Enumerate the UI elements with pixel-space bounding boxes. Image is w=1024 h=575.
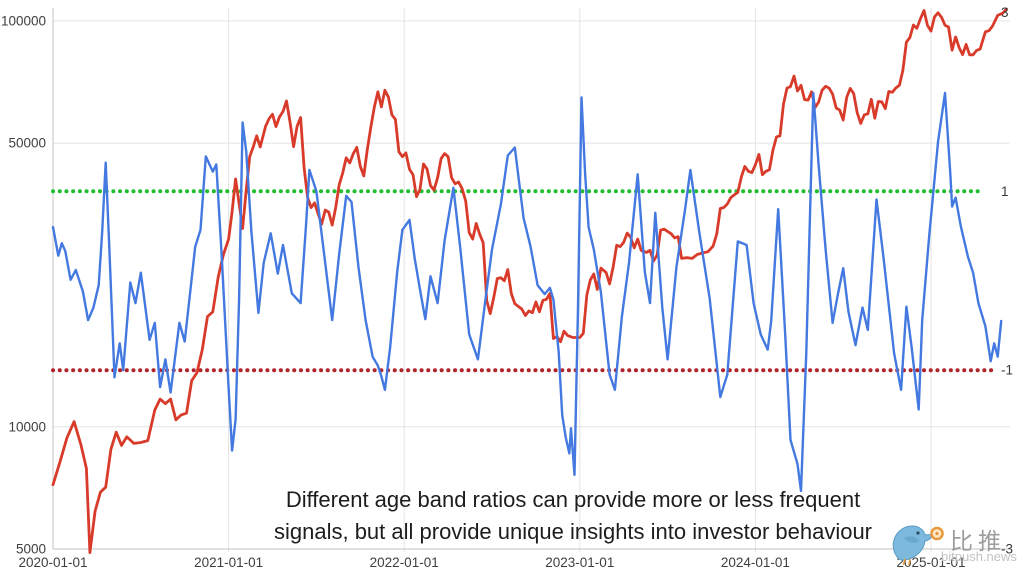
watermark-brand-domain: bitpush.news bbox=[941, 549, 1017, 564]
x-tick-2022: 2022-01-01 bbox=[370, 555, 439, 570]
y-right-tick-neg1: -1 bbox=[1001, 363, 1013, 378]
annotation: Different age band ratios can provide mo… bbox=[274, 487, 872, 544]
y-right-tick-3: 3 bbox=[1001, 5, 1009, 20]
age-band-ratio-line bbox=[51, 91, 1003, 493]
y-right-tick-1: 1 bbox=[1001, 184, 1009, 199]
annotation-line-1: Different age band ratios can provide mo… bbox=[286, 487, 860, 512]
watermark: 比推 bitpush.news bbox=[892, 525, 1017, 566]
bitpush-bird-icon bbox=[892, 525, 934, 566]
y-left-tick-10000: 10000 bbox=[8, 419, 46, 434]
y-left-axis-labels: 100000 50000 10000 5000 bbox=[1, 13, 46, 556]
watermark-brand-cn: 比推 bbox=[950, 529, 1006, 555]
y-right-tick-neg3: -3 bbox=[1001, 542, 1013, 557]
x-axis-labels: 2020-01-01 2021-01-01 2022-01-01 2023-01… bbox=[18, 555, 965, 570]
y-left-tick-100000: 100000 bbox=[1, 13, 46, 28]
btc-price-line bbox=[51, 7, 1008, 554]
y-left-tick-50000: 50000 bbox=[8, 136, 46, 151]
x-tick-2025: 2025-01-01 bbox=[896, 555, 965, 570]
y-right-axis-labels: 3 1 -1 -3 bbox=[1001, 5, 1013, 557]
bitpush-coin-icon bbox=[930, 526, 944, 541]
gridlines bbox=[53, 8, 1010, 552]
y-left-tick-5000: 5000 bbox=[16, 542, 46, 557]
x-tick-2020: 2020-01-01 bbox=[18, 555, 87, 570]
x-tick-2023: 2023-01-01 bbox=[545, 555, 614, 570]
x-tick-2024: 2024-01-01 bbox=[721, 555, 790, 570]
annotation-line-2: signals, but all provide unique insights… bbox=[274, 519, 872, 544]
x-tick-2021: 2021-01-01 bbox=[194, 555, 263, 570]
